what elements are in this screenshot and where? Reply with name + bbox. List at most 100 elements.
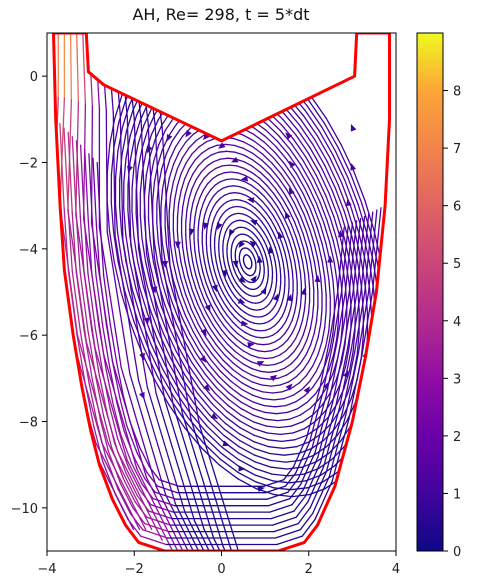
jet-streamline — [130, 243, 157, 395]
flow-arrow — [203, 222, 209, 230]
vortex-streamline — [206, 425, 224, 442]
vortex-streamline — [312, 275, 315, 292]
vortex-streamline — [252, 401, 265, 407]
vortex-streamline — [209, 184, 216, 191]
vortex-streamline — [185, 76, 200, 83]
wall-streamline — [343, 291, 354, 348]
vortex-streamline — [252, 414, 267, 420]
vortex-streamline — [223, 303, 230, 312]
jet-streamline — [133, 118, 140, 250]
wall-streamline — [289, 483, 302, 500]
vortex-streamline — [265, 129, 279, 142]
vortex-streamline — [248, 307, 254, 311]
vortex-streamline — [175, 391, 191, 414]
vortex-streamline — [295, 292, 298, 304]
jet-streamline — [118, 33, 128, 118]
vortex-streamline — [264, 135, 277, 148]
vortex-streamline — [332, 154, 346, 181]
vortex-streamline — [205, 243, 208, 254]
vortex-streamline — [281, 309, 286, 318]
vortex-streamline — [149, 239, 155, 263]
vortex-streamline — [232, 137, 244, 143]
vortex-streamline — [251, 394, 265, 400]
vortex-streamline — [328, 353, 335, 370]
vortex-streamline — [147, 178, 152, 199]
vortex-streamline — [295, 271, 298, 284]
flow-arrow — [350, 124, 357, 132]
vortex-streamline — [346, 402, 356, 422]
flow-arrow — [300, 287, 307, 296]
vortex-streamline — [360, 422, 371, 444]
vortex-streamline — [229, 110, 243, 116]
wall-streamline — [144, 477, 156, 493]
vortex-streamline — [279, 282, 282, 291]
vortex-streamline — [260, 377, 271, 380]
vortex-streamline — [226, 83, 242, 89]
vortex-streamline — [257, 217, 264, 224]
vortex-streamline — [281, 439, 296, 443]
flow-arrow — [139, 391, 145, 400]
vortex-streamline — [206, 178, 214, 185]
vortex-streamline — [149, 139, 156, 158]
vortex-streamline — [255, 76, 273, 89]
flow-arrow — [247, 197, 255, 204]
vortex-streamline — [267, 223, 274, 232]
vortex-streamline — [294, 434, 308, 441]
vortex-streamline — [324, 311, 327, 329]
vortex-streamline — [228, 309, 235, 318]
vortex-streamline — [209, 116, 221, 119]
vortex-streamline — [307, 185, 318, 205]
flow-arrow — [162, 260, 169, 268]
vortex-streamline — [284, 326, 290, 335]
vortex-streamline — [198, 250, 202, 263]
vortex-streamline — [216, 299, 223, 309]
vortex-streamline — [244, 305, 251, 310]
vortex-streamline — [186, 198, 190, 211]
vortex-streamline — [237, 285, 242, 290]
vortex-streamline — [243, 154, 254, 161]
y-tick-label: −2 — [19, 157, 38, 172]
vortex-streamline — [240, 401, 254, 410]
jet-streamline — [172, 405, 215, 539]
wall-streamline — [83, 331, 94, 381]
vortex-streamline — [172, 354, 186, 376]
wall-streamline — [112, 405, 122, 436]
vortex-streamline — [212, 129, 224, 133]
vortex-streamline — [248, 222, 254, 227]
vortex-streamline — [161, 281, 169, 304]
vortex-streamline — [233, 144, 245, 150]
wall-streamline — [332, 346, 345, 403]
wall-streamline — [344, 222, 354, 293]
vortex-streamline — [232, 205, 238, 208]
wall-streamline — [75, 271, 85, 333]
vortex-streamline — [266, 123, 280, 137]
vortex-streamline — [219, 261, 223, 269]
vortex-streamline — [169, 244, 174, 263]
wall-streamline — [122, 477, 136, 503]
vortex-streamline — [310, 245, 316, 263]
vortex-streamline — [222, 359, 234, 371]
vortex-streamline — [205, 282, 211, 295]
vortex-streamline — [256, 343, 265, 346]
vortex-streamline — [270, 384, 281, 387]
wall-streamline — [126, 425, 138, 454]
vortex-streamline — [259, 370, 270, 373]
vortex-streamline — [189, 212, 192, 226]
vortex-streamline — [235, 282, 240, 287]
vortex-streamline — [221, 164, 231, 167]
wall-streamline — [67, 209, 73, 273]
wall-streamline — [133, 457, 146, 480]
vortex-streamline — [243, 167, 253, 174]
vortex-streamline — [287, 287, 290, 297]
vortex-streamline — [218, 284, 224, 294]
vortex-streamline — [275, 237, 280, 247]
vortex-streamline — [255, 201, 262, 208]
vortex-streamline — [279, 268, 282, 277]
flow-arrow — [238, 465, 246, 472]
vortex-streamline — [236, 205, 243, 208]
vortex-streamline — [278, 135, 291, 151]
wall-streamline — [75, 140, 81, 218]
vortex-streamline — [296, 198, 305, 215]
vortex-streamline — [238, 34, 259, 46]
wall-streamline — [361, 291, 374, 356]
